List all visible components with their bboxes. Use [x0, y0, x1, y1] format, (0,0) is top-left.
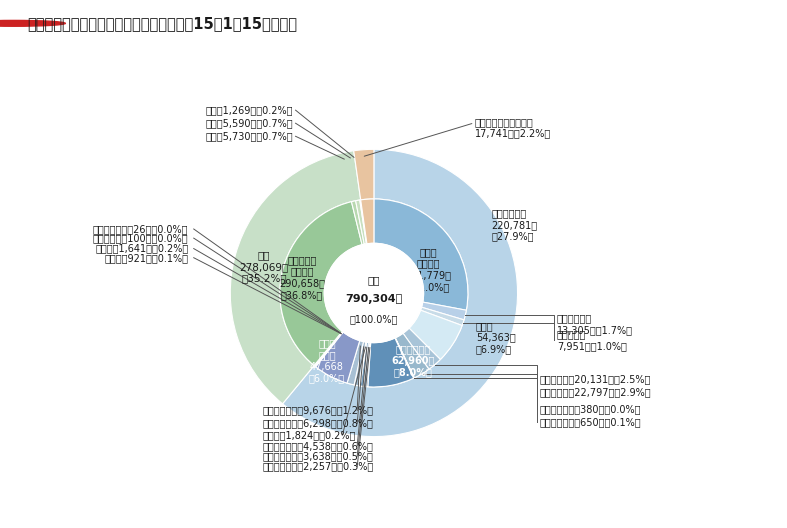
Text: 任期付職員　100人（0.0%）: 任期付職員 100人（0.0%）: [93, 233, 189, 243]
Wedge shape: [422, 302, 467, 320]
Wedge shape: [314, 331, 343, 366]
Text: 任期付研究員　26人（0.0%）: 任期付研究員 26人（0.0%）: [93, 224, 189, 234]
Wedge shape: [280, 202, 362, 365]
Text: 行政職（一）
220,781人
（27.9%）: 行政職（一） 220,781人 （27.9%）: [491, 209, 538, 242]
Wedge shape: [364, 342, 370, 386]
Text: 林野　5,730人（0.7%）: 林野 5,730人（0.7%）: [205, 131, 293, 142]
Text: 海事職（一）　380人（0.0%）: 海事職（一） 380人（0.0%）: [540, 404, 641, 414]
Wedge shape: [352, 201, 364, 245]
Text: 印刷　5,590人（0.7%）: 印刷 5,590人（0.7%）: [205, 118, 293, 128]
Text: 指定職　1,641人（0.2%）: 指定職 1,641人（0.2%）: [95, 243, 189, 253]
Wedge shape: [283, 149, 518, 437]
Text: 医療職（二）　9,676人（1.2%）: 医療職（二） 9,676人（1.2%）: [263, 406, 374, 416]
Text: 医療職
（三）
47,668
（6.0%）: 医療職 （三） 47,668 （6.0%）: [309, 338, 345, 383]
Text: 造幣　1,269人（0.2%）: 造幣 1,269人（0.2%）: [205, 105, 293, 115]
Wedge shape: [359, 342, 367, 386]
Wedge shape: [409, 310, 462, 360]
Wedge shape: [403, 328, 441, 369]
Circle shape: [324, 243, 423, 343]
Wedge shape: [374, 199, 468, 310]
Text: 790,304人: 790,304人: [345, 295, 402, 305]
Text: 教育職（三）　3,638人（0.5%）: 教育職（三） 3,638人（0.5%）: [263, 451, 374, 461]
Wedge shape: [354, 342, 366, 386]
Text: 教育職（二）　2,257人（0.3%）: 教育職（二） 2,257人（0.3%）: [263, 461, 374, 472]
Wedge shape: [360, 199, 374, 244]
Text: 専門行政職
7,951人（1.0%）: 専門行政職 7,951人（1.0%）: [556, 329, 626, 351]
Text: 給与法
適用職員
481,779人
（61.0%）: 給与法 適用職員 481,779人 （61.0%）: [406, 247, 452, 292]
Text: 公安職（一）20,131人（2.5%）: 公安職（一）20,131人（2.5%）: [540, 374, 651, 384]
Wedge shape: [231, 151, 360, 404]
Wedge shape: [356, 200, 367, 244]
Text: 公安職（二）22,797人（2.9%）: 公安職（二）22,797人（2.9%）: [540, 387, 652, 397]
Wedge shape: [315, 332, 343, 367]
Wedge shape: [360, 200, 367, 244]
Wedge shape: [395, 338, 414, 378]
Wedge shape: [360, 342, 368, 386]
Text: 特定独立行政法人職員
17,741人（2.2%）: 特定独立行政法人職員 17,741人（2.2%）: [475, 117, 551, 138]
Wedge shape: [395, 333, 429, 378]
Text: 行政職（二）
13,305人（1.7%）: 行政職（二） 13,305人（1.7%）: [556, 314, 633, 335]
Text: 医療職（一）　6,298人（0.8%）: 医療職（一） 6,298人（0.8%）: [263, 419, 374, 429]
Wedge shape: [347, 341, 364, 385]
Wedge shape: [314, 331, 342, 365]
Text: 給与特例法
適用職員
290,658人
（36.8%）: 給与特例法 適用職員 290,658人 （36.8%）: [279, 255, 325, 300]
Text: 図１－５　職員の俸給表別在職状況（平成15年1月15日現在）: 図１－５ 職員の俸給表別在職状況（平成15年1月15日現在）: [28, 16, 297, 31]
Text: 郵政
278,069人
（35.2%）: 郵政 278,069人 （35.2%）: [239, 250, 289, 284]
Text: 研究職　1,824人（0.2%）: 研究職 1,824人（0.2%）: [263, 430, 357, 440]
Text: 福祉職　921人（0.1%）: 福祉職 921人（0.1%）: [105, 253, 189, 263]
Wedge shape: [368, 338, 414, 387]
Wedge shape: [395, 338, 414, 378]
Wedge shape: [314, 331, 342, 365]
Wedge shape: [316, 332, 360, 383]
Text: 総数: 総数: [368, 275, 380, 285]
Text: 海事職（二）　650人（0.1%）: 海事職（二） 650人（0.1%）: [540, 417, 641, 427]
Text: 教育職（一）
62,960人
（8.0%）: 教育職（一） 62,960人 （8.0%）: [391, 344, 434, 378]
Text: （100.0%）: （100.0%）: [349, 314, 398, 324]
Wedge shape: [420, 307, 464, 326]
Wedge shape: [353, 149, 374, 200]
Circle shape: [0, 21, 65, 26]
Text: 教育職（四）　4,538人（0.6%）: 教育職（四） 4,538人（0.6%）: [263, 441, 374, 451]
Text: 税務職
54,363人
（6.9%）: 税務職 54,363人 （6.9%）: [476, 321, 515, 354]
Wedge shape: [366, 343, 371, 387]
